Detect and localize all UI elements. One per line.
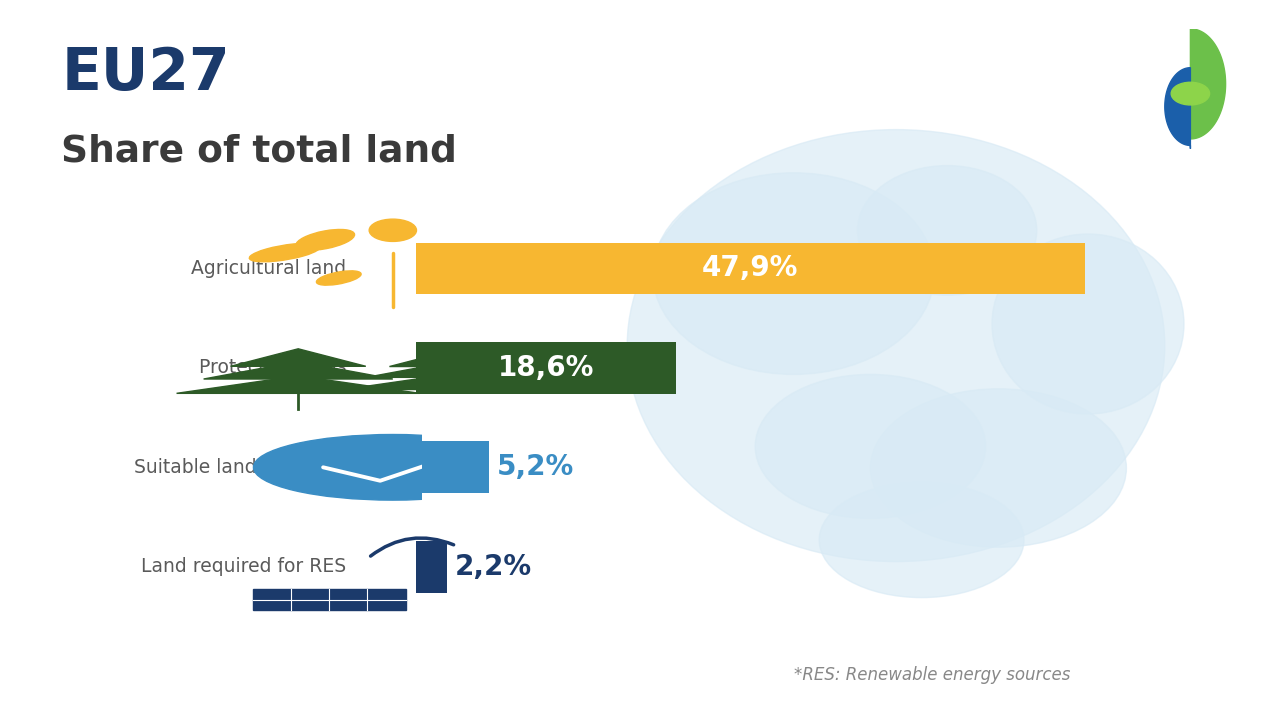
Ellipse shape	[858, 166, 1037, 295]
Text: 47,9%: 47,9%	[703, 254, 799, 282]
Ellipse shape	[369, 219, 416, 241]
Polygon shape	[343, 374, 550, 390]
Bar	[416, 342, 676, 394]
Polygon shape	[366, 362, 527, 377]
Ellipse shape	[316, 271, 361, 285]
Circle shape	[253, 434, 532, 500]
Ellipse shape	[466, 243, 536, 262]
Bar	[416, 243, 1085, 294]
Text: 2,2%: 2,2%	[456, 553, 532, 581]
Text: *RES: Renewable energy sources: *RES: Renewable energy sources	[794, 667, 1070, 685]
Ellipse shape	[870, 389, 1126, 547]
Text: Share of total land: Share of total land	[61, 134, 457, 170]
Ellipse shape	[755, 374, 986, 518]
Ellipse shape	[992, 234, 1184, 414]
Polygon shape	[204, 361, 393, 379]
Ellipse shape	[431, 230, 490, 250]
Ellipse shape	[819, 482, 1024, 598]
Ellipse shape	[627, 130, 1165, 562]
Ellipse shape	[425, 271, 470, 285]
Bar	[416, 541, 447, 593]
Ellipse shape	[296, 230, 355, 250]
Ellipse shape	[653, 173, 934, 374]
Text: Agricultural land: Agricultural land	[191, 259, 347, 278]
Text: EU27: EU27	[61, 45, 230, 102]
Text: Land required for RES: Land required for RES	[141, 557, 347, 576]
Ellipse shape	[250, 243, 320, 262]
Polygon shape	[1165, 68, 1190, 148]
Bar	[416, 441, 489, 493]
Polygon shape	[389, 351, 504, 366]
Text: Suitable land for RES *: Suitable land for RES *	[134, 458, 347, 477]
Polygon shape	[1190, 29, 1225, 139]
Text: 5,2%: 5,2%	[497, 454, 575, 481]
Bar	[253, 589, 406, 610]
Ellipse shape	[1171, 82, 1210, 105]
Text: Protected areas: Protected areas	[198, 359, 347, 377]
Text: 18,6%: 18,6%	[498, 354, 594, 382]
Polygon shape	[177, 376, 420, 393]
Polygon shape	[230, 348, 366, 366]
